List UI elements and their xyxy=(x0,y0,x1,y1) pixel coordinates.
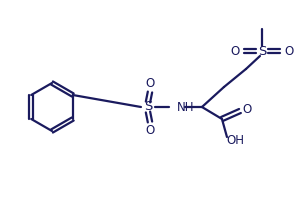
Text: O: O xyxy=(284,45,294,58)
Text: O: O xyxy=(145,76,155,89)
Text: NH: NH xyxy=(177,101,194,114)
Text: OH: OH xyxy=(226,134,244,147)
Text: O: O xyxy=(145,125,155,138)
Text: O: O xyxy=(242,104,252,117)
Text: S: S xyxy=(258,45,266,58)
Text: S: S xyxy=(144,101,152,113)
Text: O: O xyxy=(230,45,240,58)
